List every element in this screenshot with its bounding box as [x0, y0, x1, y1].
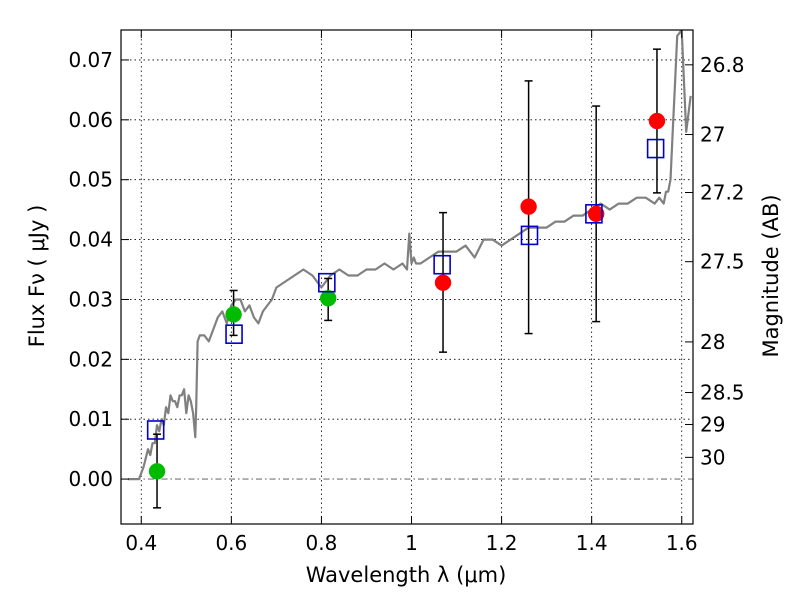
x-axis-label: Wavelength λ (μm)	[306, 563, 507, 587]
magnitude-tick-label: 30	[700, 445, 725, 469]
model-point-square	[585, 204, 603, 224]
x-tick-label: 1.4	[576, 531, 608, 555]
magnitude-tick-label: 26.8	[700, 53, 745, 77]
spectrum-line	[127, 30, 692, 481]
model-point-square	[318, 272, 336, 293]
y-tick-label: 0.04	[68, 228, 113, 252]
model-point-square	[433, 254, 451, 275]
photometry-points	[146, 112, 666, 480]
y-tick-label: 0.02	[68, 347, 113, 371]
x-tick-label: 0.4	[125, 531, 157, 555]
photometry-point	[148, 463, 166, 480]
model-point-square	[520, 225, 539, 246]
magnitude-tick-label: 28	[700, 330, 725, 354]
magnitude-tick-label: 27.5	[700, 250, 745, 274]
error-bars	[153, 48, 661, 509]
axis-ticks: 0.4 0.6 0.8 1 1.2 1.4 1.6 0.00 0.01 0.02 0.03 0.04 0…	[68, 30, 745, 555]
magnitude-tick-label: 27	[700, 123, 725, 147]
magnitude-tick-label: 29	[700, 412, 725, 436]
magnitude-axis-label: Magnitude (AB)	[759, 194, 783, 357]
y-tick-label: 0.01	[68, 407, 113, 431]
y-tick-label: 0.03	[68, 287, 113, 311]
photometry-point	[520, 198, 537, 215]
x-tick-label: 0.8	[306, 531, 338, 555]
photometry-point	[434, 274, 452, 291]
y-tick-label: 0.05	[68, 168, 113, 192]
y-axis-label: Flux Fν ( μJy )	[25, 205, 49, 348]
x-tick-label: 1	[405, 531, 418, 555]
y-tick-label: 0.00	[68, 467, 113, 491]
x-tick-label: 1.2	[486, 531, 518, 555]
model-point-square	[646, 138, 665, 159]
magnitude-tick-label: 27.2	[700, 180, 745, 204]
photometry-point	[319, 290, 337, 307]
model-point-square	[225, 324, 243, 344]
y-tick-label: 0.06	[68, 108, 113, 132]
x-tick-label: 0.6	[215, 531, 247, 555]
photometry-point	[225, 306, 242, 323]
x-tick-label: 1.6	[666, 531, 698, 555]
photometry-point	[587, 205, 605, 223]
plot-frame	[120, 29, 694, 525]
photometry-point	[648, 112, 666, 130]
model-spectrum	[127, 30, 692, 481]
grid	[121, 30, 693, 524]
model-point-square	[146, 420, 165, 440]
magnitude-tick-label: 28.5	[700, 381, 745, 405]
y-tick-label: 0.07	[68, 48, 113, 72]
